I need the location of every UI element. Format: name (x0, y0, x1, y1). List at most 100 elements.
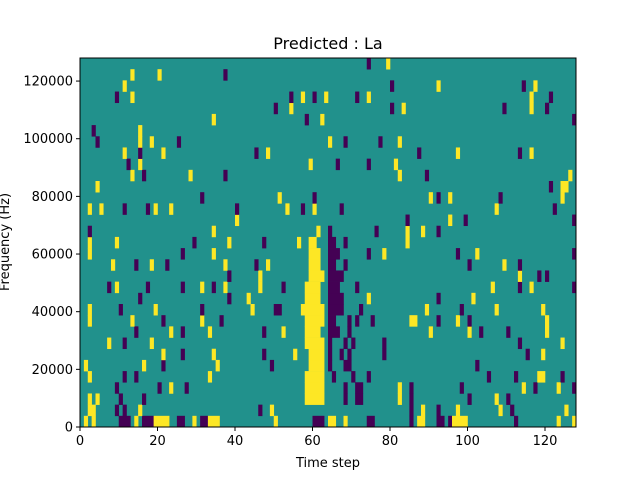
heatmap-cell-high (417, 415, 426, 428)
heatmap-cell-low (355, 315, 360, 327)
heatmap-cell-high (107, 337, 112, 350)
heatmap-cell-high (421, 404, 426, 417)
heatmap-cell-low (328, 304, 344, 316)
heatmap-cell-low (343, 259, 348, 271)
heatmap-cell-low (223, 69, 228, 81)
heatmap-cell-high (545, 326, 550, 338)
heatmap-cells (80, 58, 577, 428)
heatmap-cell-low (180, 281, 185, 294)
heatmap-cell-low (134, 371, 139, 383)
heatmap-cell-high (300, 91, 306, 104)
heatmap-cell-high (366, 292, 371, 305)
heatmap-cell-low (126, 158, 131, 171)
heatmap-cell-low (339, 203, 344, 215)
heatmap-cell-low (328, 281, 340, 294)
heatmap-cell-low (273, 304, 282, 316)
heatmap-cell-low (118, 393, 123, 405)
heatmap-cell-high (161, 147, 166, 159)
heatmap-cell-high (316, 225, 321, 238)
heatmap-cell-high (99, 203, 104, 215)
heatmap-cell-high (293, 348, 298, 361)
x-axis: 0 20 40 60 80 100 120 (76, 427, 557, 449)
heatmap-cell-high (541, 304, 546, 316)
heatmap-cell-high (397, 393, 402, 405)
heatmap-cell-high (215, 359, 220, 372)
heatmap-cell-high (424, 304, 430, 316)
y-axis: 0 20000 40000 60000 80000 100000 120000 (23, 75, 80, 436)
heatmap-cell-low (366, 248, 371, 260)
heatmap-cell-low (548, 91, 554, 104)
heatmap-cell-high (169, 203, 174, 215)
heatmap-cell-low (122, 203, 127, 215)
heatmap-cell-high (490, 281, 495, 294)
heatmap-cell-high (529, 147, 534, 159)
heatmap-cell-high (87, 393, 92, 405)
heatmap-cell-low (328, 326, 340, 338)
heatmap-cell-low (339, 348, 344, 361)
heatmap-cell-low (328, 315, 337, 327)
heatmap-cell-low (521, 80, 526, 92)
heatmap-cell-low (134, 326, 139, 338)
heatmap-cell-high (235, 214, 240, 227)
heatmap-cell-low (269, 359, 275, 372)
heatmap-cell-low (161, 359, 166, 372)
heatmap-cell-high (304, 393, 325, 405)
heatmap-cell-high (409, 315, 418, 327)
heatmap-cell-low (180, 248, 185, 260)
heatmap-cell-high (560, 181, 569, 193)
heatmap-cell-low (107, 281, 112, 294)
x-tick-label: 80 (382, 434, 399, 449)
heatmap-cell-low (343, 359, 352, 372)
heatmap-cell-low (366, 415, 375, 428)
heatmap-cell-high (153, 304, 158, 316)
heatmap-cell-low (200, 192, 205, 204)
heatmap-cell-low (347, 348, 352, 361)
x-axis-label: Time step (295, 456, 360, 471)
heatmap-cell-low (498, 192, 503, 204)
heatmap-cell-high (308, 158, 313, 171)
heatmap-cell-high (130, 315, 135, 327)
heatmap-cell-low (145, 203, 151, 215)
heatmap-cell-low (463, 214, 468, 227)
heatmap-cell-low (347, 315, 352, 327)
heatmap-cell-low (370, 315, 375, 327)
heatmap-cell-high (455, 315, 461, 327)
heatmap-cell-high (87, 371, 92, 383)
heatmap-cell-high (134, 415, 139, 428)
heatmap-cell-high (308, 359, 325, 372)
heatmap-cell-low (448, 415, 453, 428)
heatmap-cell-low (328, 225, 333, 238)
heatmap-cell-low (289, 91, 294, 104)
heatmap-cell-low (328, 348, 333, 361)
heatmap-cell-low (514, 415, 519, 428)
heatmap-cell-low (517, 147, 523, 159)
heatmap-cell-low (142, 169, 147, 182)
heatmap-cell-high (436, 80, 441, 92)
heatmap-cell-low (114, 91, 120, 104)
heatmap-cell-low (91, 125, 96, 137)
heatmap-cell-high (452, 415, 468, 428)
heatmap-cell-low (533, 382, 538, 394)
heatmap-cell-high (91, 415, 96, 428)
heatmap-cell-low (122, 337, 127, 350)
heatmap-cell-high (142, 359, 147, 372)
heatmap-cell-low (114, 404, 120, 417)
heatmap-cell-low (459, 304, 464, 316)
heatmap-cell-high (304, 292, 321, 305)
heatmap-cell-low (157, 382, 162, 394)
y-tick-label: 120000 (23, 75, 73, 90)
heatmap-cell-low (506, 326, 511, 338)
heatmap-cell-low (95, 136, 100, 148)
heatmap-cell-high (386, 58, 391, 70)
heatmap-cell-high (87, 248, 92, 260)
heatmap-cell-low (366, 158, 371, 171)
heatmap-cell-high (455, 404, 461, 417)
heatmap-cell-low (343, 337, 348, 350)
heatmap-cell-low (436, 404, 441, 417)
heatmap-cell-high (169, 326, 174, 338)
heatmap-cell-high (343, 415, 348, 428)
heatmap-cell-high (308, 248, 321, 260)
heatmap-cell-high (304, 326, 321, 338)
y-tick-label: 80000 (32, 190, 73, 205)
heatmap-cell-low (227, 292, 232, 305)
